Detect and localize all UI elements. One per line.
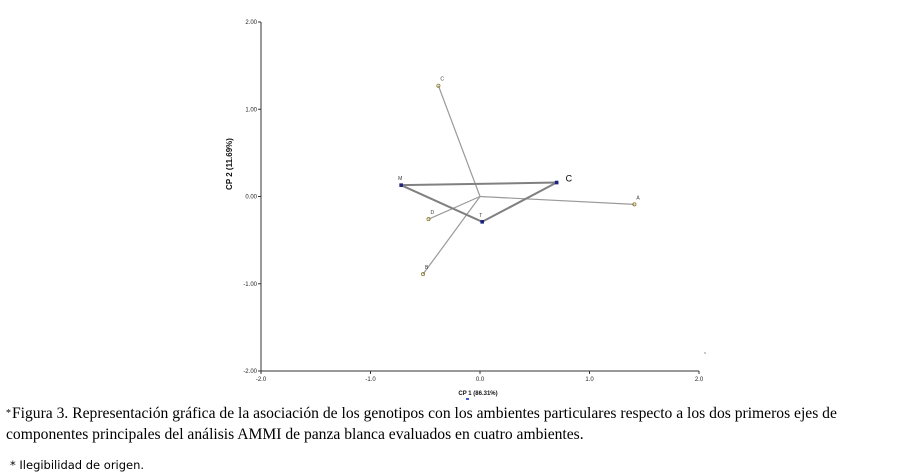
y-tick-label: 2.00 [245,20,257,26]
genotype-marker [436,83,441,88]
x-tick-label: 0.0 [476,377,485,383]
environment-marker [399,183,403,187]
caption-asterisk: * [6,408,11,419]
genotype-label: C [440,77,444,83]
genotype-vector [437,85,481,197]
x-tick-label: -1.0 [365,377,376,383]
ammi-biplot: -2.0 -1.0 0.0 1.0 2.02.001.000.00-1.00-2.00 … [225,20,706,400]
genotype-vector [479,195,635,205]
genotype-label: B [425,265,429,271]
figure-caption: *Figura 3. Representación gráfica de la … [6,403,911,445]
y-tick-label: -2.00 [243,369,257,375]
environment-polygon [400,181,558,223]
genotype-label: A [636,195,640,201]
x-axis-title: CP 1 (86.31%) [458,391,497,397]
genotype-marker [421,272,426,277]
x-tick-label: -2.0 [256,377,267,383]
environment-label: T [479,213,482,219]
environment-link [401,181,557,187]
y-tick-label: 1.00 [245,107,257,113]
environment-link [400,184,483,223]
genotype-label: D [431,210,435,216]
x-tick-label: 2.0 [695,377,704,383]
genotype-marker [426,217,431,222]
environment-label: M [398,176,402,182]
caption-text: Figura 3. Representación gráfica de la a… [6,405,837,443]
y-tick-label: -1.00 [243,282,257,288]
caption-note: * Ilegibilidad de origen. [10,458,145,472]
environment-link [481,181,558,223]
genotype-vector [422,196,481,275]
genotype-vectors [422,85,635,275]
x-axis-mark [466,398,469,400]
environment-marker [480,220,484,224]
genotype-marker [632,202,637,207]
environment-label: C [566,174,573,184]
point-markers: C A D B M T C [398,77,640,277]
environment-marker [554,180,559,185]
y-axis-title: CP 2 (11.69%) [225,138,234,190]
x-tick-label: 1.0 [585,377,594,383]
y-tick-label: 0.00 [245,195,257,201]
stray-dot [704,352,706,354]
tick-group: -2.0 -1.0 0.0 1.0 2.0 2.00 1.00 0.00 -1.00 -2.00 [243,20,704,383]
genotype-vector [428,195,481,220]
